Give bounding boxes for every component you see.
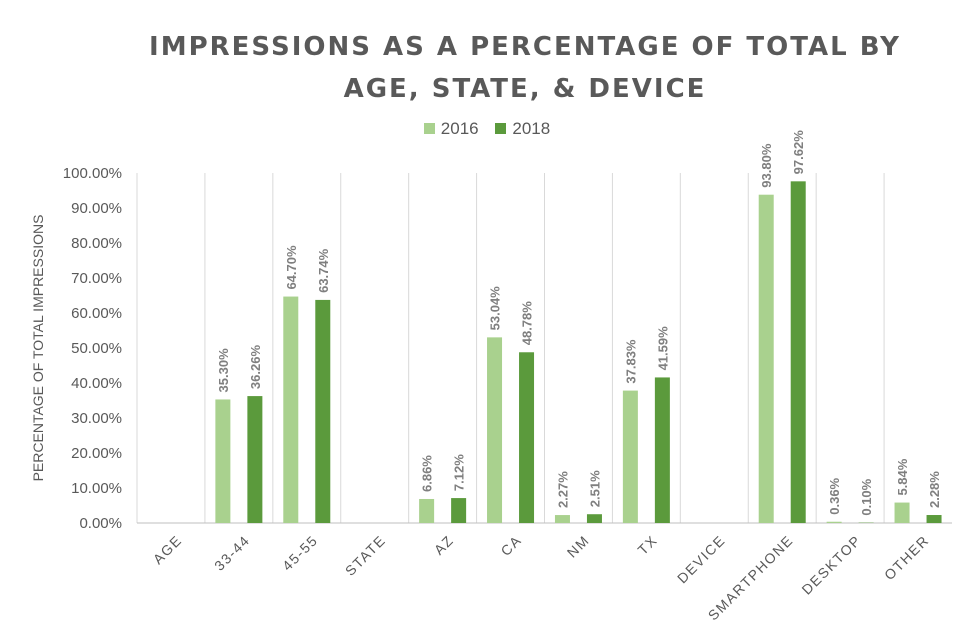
legend-label-2018: 2018 xyxy=(512,119,551,138)
x-tick-label: STATE xyxy=(342,532,389,579)
y-tick-label: 100.00% xyxy=(63,165,122,182)
chart-title: IMPRESSIONS AS A PERCENTAGE OF TOTAL BY … xyxy=(0,26,974,110)
data-label: 93.80% xyxy=(759,143,774,188)
y-tick-label: 70.00% xyxy=(71,270,122,287)
bar-2018-smartphone xyxy=(790,181,806,523)
legend-swatch-2016 xyxy=(423,123,435,134)
bar-2016-desktop xyxy=(826,521,842,523)
y-tick-label: 20.00% xyxy=(71,445,122,462)
bar-2016-nm xyxy=(554,515,570,523)
y-tick-label: 60.00% xyxy=(71,305,122,322)
y-tick-label: 40.00% xyxy=(71,375,122,392)
x-tick-label: DESKTOP xyxy=(798,532,864,598)
legend: 2016 2018 xyxy=(0,119,974,139)
legend-label-2016: 2016 xyxy=(440,119,479,138)
bar-2018-33-44 xyxy=(247,396,263,523)
legend-item-2016: 2016 xyxy=(423,119,479,139)
data-label: 5.84% xyxy=(895,458,910,495)
bar-2018-az xyxy=(451,498,467,523)
data-label: 53.04% xyxy=(488,286,503,331)
data-label: 36.26% xyxy=(248,345,263,390)
data-label: 7.12% xyxy=(452,454,467,491)
data-label: 41.59% xyxy=(655,326,670,371)
data-label: 48.78% xyxy=(520,301,535,346)
y-axis-label: PERCENTAGE OF TOTAL IMPRESSIONS xyxy=(30,215,46,482)
data-label: 2.51% xyxy=(587,470,602,507)
data-label: 97.62% xyxy=(791,130,806,175)
bar-2018-ca xyxy=(519,352,535,523)
x-tick-label: CA xyxy=(497,532,524,559)
legend-item-2018: 2018 xyxy=(495,119,550,139)
y-tick-label: 90.00% xyxy=(71,200,122,217)
x-tick-label: 45-55 xyxy=(279,532,321,574)
chart-title-line-2: AGE, STATE, & DEVICE xyxy=(343,74,707,104)
data-label: 2.27% xyxy=(555,471,570,508)
data-label: 64.70% xyxy=(284,245,299,290)
bar-2016-other xyxy=(894,502,910,523)
x-tick-label: 33-44 xyxy=(211,532,253,574)
chart-title-line-1: IMPRESSIONS AS A PERCENTAGE OF TOTAL BY xyxy=(149,32,901,62)
y-tick-label: 30.00% xyxy=(71,410,122,427)
bar-2018-other xyxy=(926,515,942,523)
bar-2016-33-44 xyxy=(215,399,231,523)
legend-swatch-2018 xyxy=(495,123,507,134)
y-tick-label: 80.00% xyxy=(71,235,122,252)
data-label: 0.10% xyxy=(859,478,874,515)
data-label: 37.83% xyxy=(623,339,638,384)
data-label: 2.28% xyxy=(927,471,942,508)
bar-2018-nm xyxy=(586,514,602,523)
data-label: 6.86% xyxy=(420,455,435,492)
y-tick-label: 10.00% xyxy=(71,480,122,497)
x-tick-label: OTHER xyxy=(881,532,932,583)
data-label: 0.36% xyxy=(827,477,842,514)
bar-2018-45-55 xyxy=(315,299,331,523)
x-tick-label: DEVICE xyxy=(674,532,729,587)
x-tick-label: AZ xyxy=(431,532,457,558)
bar-2016-smartphone xyxy=(758,194,774,523)
x-tick-label: TX xyxy=(634,532,660,558)
bar-2016-ca xyxy=(487,337,503,523)
y-tick-label: 50.00% xyxy=(71,340,122,357)
bar-2016-tx xyxy=(622,390,638,523)
bar-2016-45-55 xyxy=(283,296,299,523)
x-tick-label: NM xyxy=(564,532,593,561)
x-tick-label: AGE xyxy=(150,532,185,567)
bar-2018-tx xyxy=(654,377,670,523)
bar-2016-az xyxy=(419,498,435,523)
y-tick-label: 0.00% xyxy=(79,515,122,532)
data-label: 35.30% xyxy=(216,348,231,393)
data-label: 63.74% xyxy=(316,248,331,293)
